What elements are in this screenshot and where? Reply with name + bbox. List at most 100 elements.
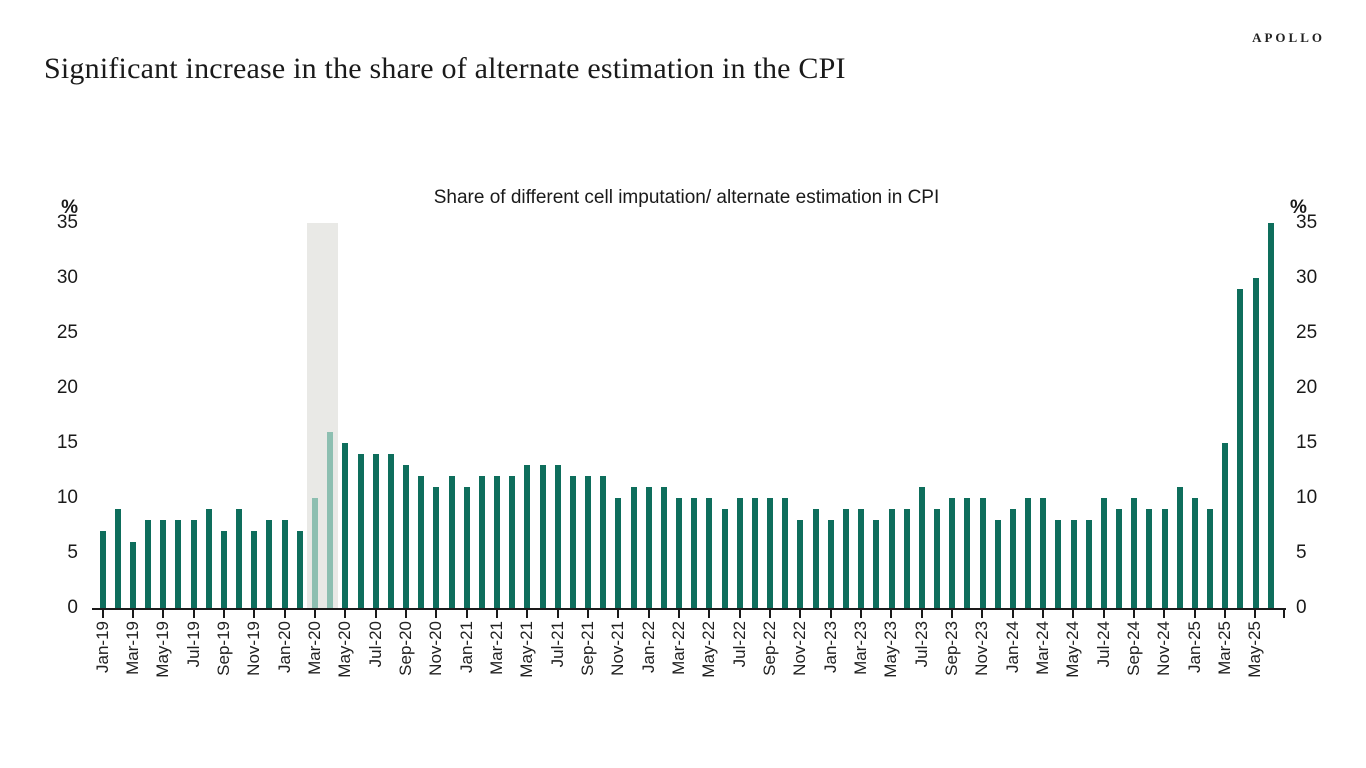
bar-slot bbox=[171, 223, 186, 608]
y-axis-unit-right: % bbox=[1290, 197, 1307, 218]
bar-slot bbox=[323, 223, 338, 608]
x-tick bbox=[131, 610, 134, 618]
x-tick-label: Jul-24 bbox=[1093, 621, 1113, 668]
x-tick bbox=[435, 610, 438, 618]
bar-Jul-23 bbox=[918, 487, 925, 608]
bar-Mar-21 bbox=[494, 476, 501, 608]
bar-slot bbox=[383, 223, 398, 608]
x-tick-label: Jul-21 bbox=[547, 621, 567, 668]
x-tick-label: Mar-19 bbox=[122, 621, 142, 675]
bar-slot bbox=[262, 223, 277, 608]
x-tick-label: May-20 bbox=[335, 621, 355, 678]
bar-slot bbox=[702, 223, 717, 608]
page-title: Significant increase in the share of alt… bbox=[44, 52, 846, 85]
bar-slot bbox=[914, 223, 929, 608]
x-tick-label: May-24 bbox=[1063, 621, 1083, 678]
bar-Dec-19 bbox=[266, 520, 273, 608]
bar-Aug-23 bbox=[934, 509, 941, 608]
bar-Jan-21 bbox=[463, 487, 470, 608]
bar-slot bbox=[611, 223, 626, 608]
bar-Aug-21 bbox=[569, 476, 576, 608]
x-tick bbox=[1163, 610, 1166, 618]
bar-slot bbox=[747, 223, 762, 608]
bar-Jan-25 bbox=[1191, 498, 1198, 608]
bar-Feb-22 bbox=[660, 487, 667, 608]
bar-Jul-19 bbox=[190, 520, 197, 608]
bar-Mar-19 bbox=[129, 542, 136, 608]
bar-slot bbox=[808, 223, 823, 608]
x-tick-label: May-23 bbox=[881, 621, 901, 678]
bar-slot bbox=[550, 223, 565, 608]
x-tick bbox=[799, 610, 802, 618]
y-tick-label: 20 bbox=[1296, 377, 1318, 398]
bar-slot bbox=[505, 223, 520, 608]
bar-Nov-20 bbox=[433, 487, 440, 608]
bar-May-22 bbox=[706, 498, 713, 608]
x-axis: Jan-19 Mar-19 May-19 Jul-19 Sep-19 Nov-19 Jan-… bbox=[92, 608, 1286, 698]
x-tick-label: Jul-23 bbox=[911, 621, 931, 668]
bar-May-24 bbox=[1070, 520, 1077, 608]
bar-slot bbox=[292, 223, 307, 608]
bar-Dec-21 bbox=[630, 487, 637, 608]
bar-Jun-24 bbox=[1085, 520, 1092, 608]
bar-slot bbox=[823, 223, 838, 608]
bar-slot bbox=[1081, 223, 1096, 608]
bar-Oct-23 bbox=[964, 498, 971, 608]
y-tick-label: 10 bbox=[1296, 487, 1318, 508]
x-tick bbox=[556, 610, 559, 618]
x-tick bbox=[1254, 610, 1257, 618]
bar-Sep-24 bbox=[1131, 498, 1138, 608]
x-axis-line bbox=[92, 608, 1286, 610]
bar-slot bbox=[1187, 223, 1202, 608]
x-tick bbox=[677, 610, 680, 618]
x-tick-label: May-21 bbox=[517, 621, 537, 678]
x-tick bbox=[101, 610, 104, 618]
bar-Feb-23 bbox=[843, 509, 849, 608]
y-tick-label: 15 bbox=[1296, 432, 1318, 453]
bar-slot bbox=[1020, 223, 1035, 608]
bar-slot bbox=[929, 223, 944, 608]
x-tick-label: Jan-24 bbox=[1002, 621, 1022, 673]
y-tick-label: 10 bbox=[56, 487, 78, 508]
bar-slot bbox=[641, 223, 656, 608]
bar-slot bbox=[1263, 223, 1278, 608]
bar-slot bbox=[1142, 223, 1157, 608]
bar-slot bbox=[732, 223, 747, 608]
x-tick-label: Nov-22 bbox=[790, 621, 810, 676]
bar-slot bbox=[672, 223, 687, 608]
bar-slot bbox=[1036, 223, 1051, 608]
bar-Mar-24 bbox=[1040, 498, 1047, 608]
bar-Dec-22 bbox=[812, 509, 819, 608]
y-axis-right: 35 30 25 20 15 10 5 0 bbox=[1296, 212, 1356, 618]
bar-Jul-22 bbox=[736, 498, 743, 608]
bar-Oct-21 bbox=[600, 476, 607, 608]
bar-Nov-23 bbox=[979, 498, 986, 608]
bar-May-19 bbox=[160, 520, 167, 608]
bar-slot bbox=[414, 223, 429, 608]
x-tick bbox=[374, 610, 377, 618]
bar-slot bbox=[353, 223, 368, 608]
x-tick-label: Jan-21 bbox=[456, 621, 476, 673]
x-tick-label: Jan-20 bbox=[274, 621, 294, 673]
bar-Feb-19 bbox=[114, 509, 121, 608]
y-tick-label: 0 bbox=[1296, 597, 1307, 618]
y-tick-label: 15 bbox=[56, 432, 78, 453]
y-axis-unit-left: % bbox=[61, 197, 78, 218]
x-tick bbox=[1041, 610, 1044, 618]
x-tick bbox=[738, 610, 741, 618]
x-tick-label: Sep-20 bbox=[395, 621, 415, 676]
bar-Jun-22 bbox=[721, 509, 728, 608]
bar-Mar-23 bbox=[858, 509, 865, 608]
bar-slot bbox=[793, 223, 808, 608]
y-tick-label: 0 bbox=[67, 597, 78, 618]
apollo-logo: APOLLO bbox=[1252, 30, 1325, 45]
bar-slot bbox=[156, 223, 171, 608]
x-axis-end-tick bbox=[1283, 610, 1285, 618]
bar-Oct-19 bbox=[236, 509, 243, 608]
bar-Apr-22 bbox=[691, 498, 698, 608]
bar-slot bbox=[216, 223, 231, 608]
x-tick bbox=[617, 610, 620, 618]
bar-series bbox=[95, 223, 1278, 608]
y-tick-label: 30 bbox=[56, 267, 78, 288]
bar-slot bbox=[1233, 223, 1248, 608]
